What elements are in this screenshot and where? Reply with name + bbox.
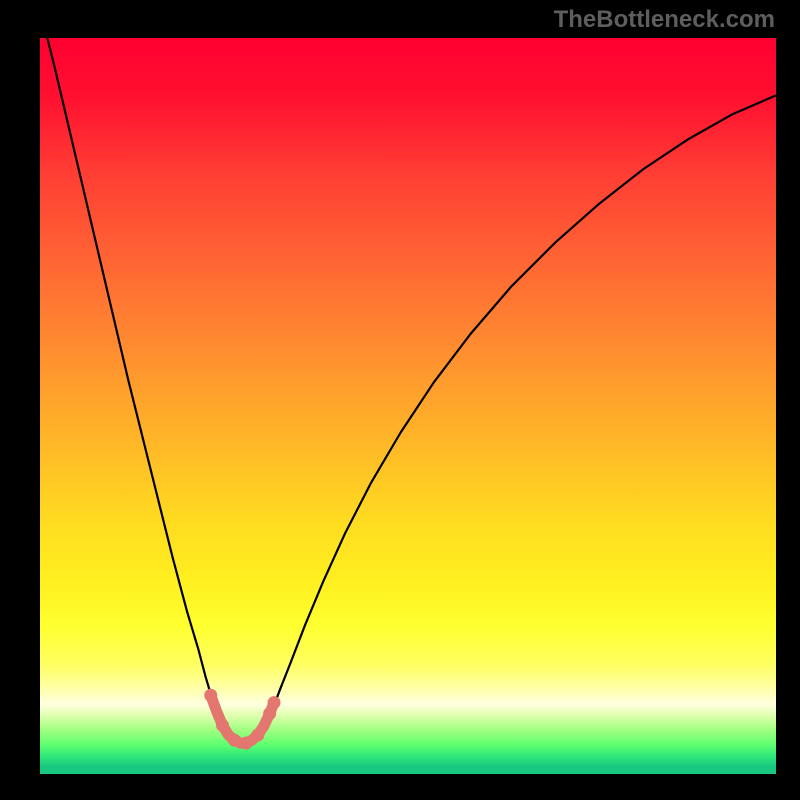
highlight-segment bbox=[211, 695, 274, 743]
notch-curve bbox=[40, 38, 776, 774]
chart-container: TheBottleneck.com bbox=[0, 0, 800, 800]
curve-line bbox=[40, 9, 776, 744]
watermark-text: TheBottleneck.com bbox=[554, 6, 775, 34]
plot-area bbox=[40, 38, 776, 774]
